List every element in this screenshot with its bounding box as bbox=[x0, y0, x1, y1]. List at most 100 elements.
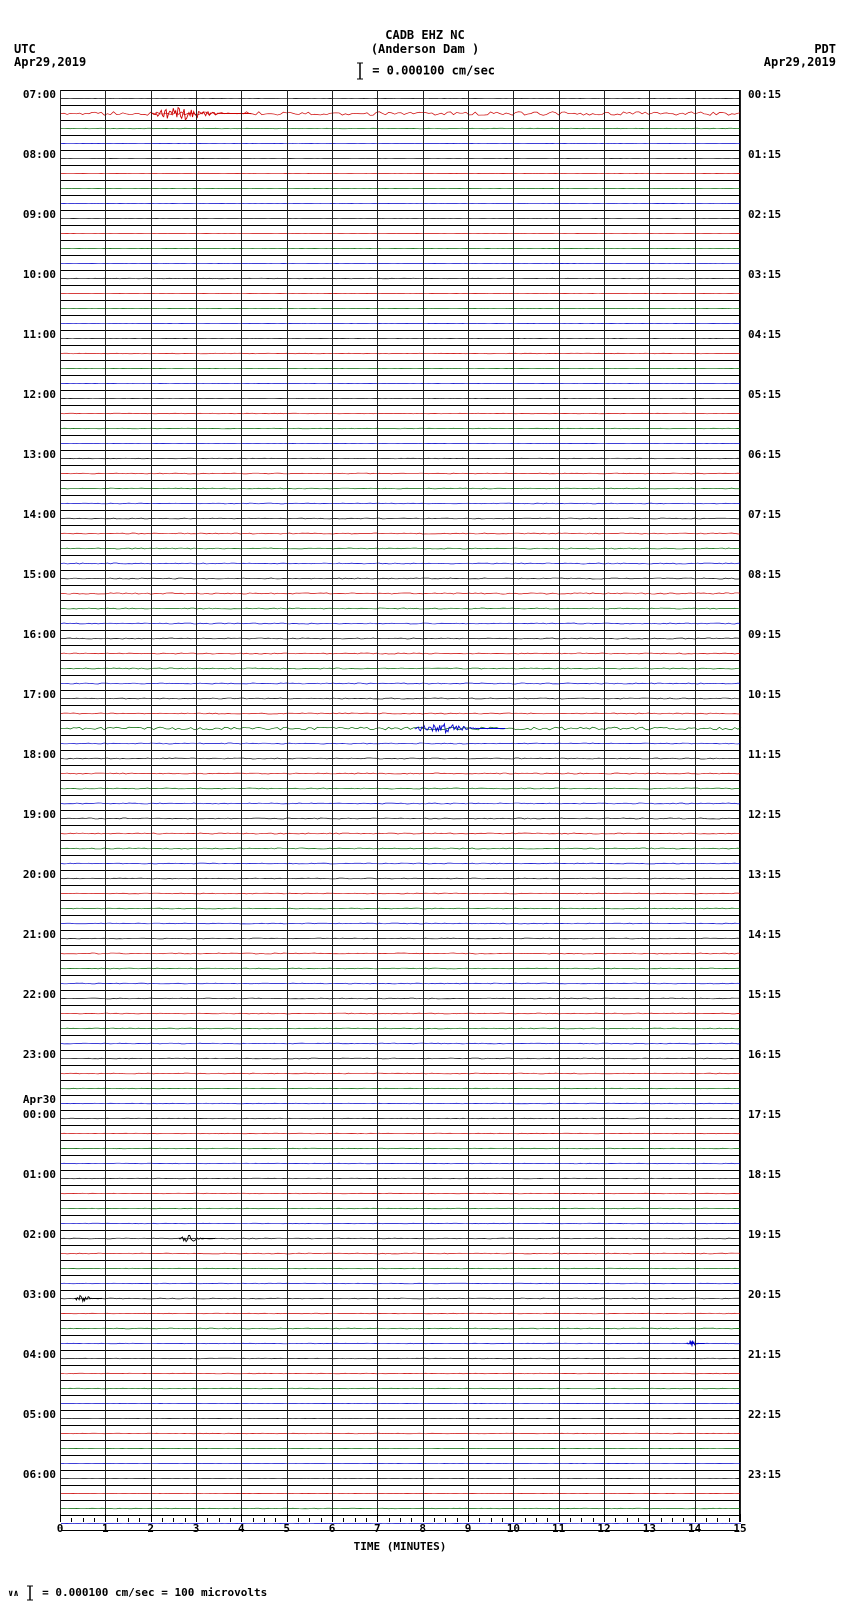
x-tick-mark bbox=[649, 1514, 650, 1522]
utc-time-label: 05:00 bbox=[14, 1408, 56, 1421]
x-minor-tick bbox=[525, 1518, 526, 1522]
utc-time-label: 16:00 bbox=[14, 628, 56, 641]
trace-row bbox=[61, 1021, 739, 1036]
x-minor-tick bbox=[661, 1518, 662, 1522]
trace-row bbox=[61, 1156, 739, 1171]
footer-text: = 0.000100 cm/sec = 100 microvolts bbox=[42, 1586, 267, 1599]
x-minor-tick bbox=[162, 1518, 163, 1522]
x-minor-tick bbox=[94, 1518, 95, 1522]
trace-row bbox=[61, 301, 739, 316]
trace-row bbox=[61, 886, 739, 901]
trace-row bbox=[61, 811, 739, 826]
trace-row bbox=[61, 136, 739, 151]
trace-row bbox=[61, 436, 739, 451]
trace-row bbox=[61, 466, 739, 481]
trace-row bbox=[61, 661, 739, 676]
x-tick-label: 0 bbox=[57, 1522, 64, 1535]
pdt-time-label: 17:15 bbox=[748, 1108, 781, 1121]
trace-row bbox=[61, 751, 739, 766]
pdt-time-label: 09:15 bbox=[748, 628, 781, 641]
pdt-time-label: 02:15 bbox=[748, 208, 781, 221]
trace-row bbox=[61, 676, 739, 691]
x-minor-tick bbox=[207, 1518, 208, 1522]
trace-row bbox=[61, 1291, 739, 1306]
trace-row bbox=[61, 376, 739, 391]
trace-row bbox=[61, 1036, 739, 1051]
x-tick-mark bbox=[241, 1514, 242, 1522]
utc-time-label: 09:00 bbox=[14, 208, 56, 221]
x-minor-tick bbox=[581, 1518, 582, 1522]
utc-time-label: 03:00 bbox=[14, 1288, 56, 1301]
pdt-time-label: 13:15 bbox=[748, 868, 781, 881]
x-minor-tick bbox=[434, 1518, 435, 1522]
trace-row bbox=[61, 406, 739, 421]
station-name: (Anderson Dam ) bbox=[0, 42, 850, 56]
trace-row bbox=[61, 616, 739, 631]
station-code: CADB EHZ NC bbox=[0, 28, 850, 42]
pdt-time-label: 11:15 bbox=[748, 748, 781, 761]
trace-row bbox=[61, 1426, 739, 1441]
trace-row bbox=[61, 421, 739, 436]
trace-row bbox=[61, 481, 739, 496]
utc-time-label: 23:00 bbox=[14, 1048, 56, 1061]
x-minor-tick bbox=[536, 1518, 537, 1522]
x-minor-tick bbox=[298, 1518, 299, 1522]
trace-row bbox=[61, 1366, 739, 1381]
x-tick-mark bbox=[513, 1514, 514, 1522]
utc-time-label: 07:00 bbox=[14, 88, 56, 101]
x-minor-tick bbox=[309, 1518, 310, 1522]
x-tick-label: 9 bbox=[465, 1522, 472, 1535]
trace-row bbox=[61, 976, 739, 991]
x-minor-tick bbox=[457, 1518, 458, 1522]
trace-row bbox=[61, 646, 739, 661]
x-minor-tick bbox=[275, 1518, 276, 1522]
x-minor-tick bbox=[230, 1518, 231, 1522]
trace-row bbox=[61, 856, 739, 871]
trace-row bbox=[61, 571, 739, 586]
utc-time-label: 13:00 bbox=[14, 448, 56, 461]
utc-time-label: 12:00 bbox=[14, 388, 56, 401]
x-minor-tick bbox=[355, 1518, 356, 1522]
pdt-time-label: 00:15 bbox=[748, 88, 781, 101]
trace-row bbox=[61, 556, 739, 571]
trace-row bbox=[61, 1261, 739, 1276]
x-tick-label: 7 bbox=[374, 1522, 381, 1535]
x-minor-tick bbox=[593, 1518, 594, 1522]
trace-row bbox=[61, 1141, 739, 1156]
pdt-time-label: 20:15 bbox=[748, 1288, 781, 1301]
pdt-time-label: 04:15 bbox=[748, 328, 781, 341]
trace-row bbox=[61, 631, 739, 646]
trace-row bbox=[61, 391, 739, 406]
pdt-time-label: 08:15 bbox=[748, 568, 781, 581]
x-minor-tick bbox=[706, 1518, 707, 1522]
x-tick-label: 11 bbox=[552, 1522, 565, 1535]
x-minor-tick bbox=[627, 1518, 628, 1522]
utc-date: Apr29,2019 bbox=[14, 55, 86, 69]
x-minor-tick bbox=[321, 1518, 322, 1522]
footer-scale: ∨∧ = 0.000100 cm/sec = 100 microvolts bbox=[8, 1585, 267, 1601]
pdt-time-label: 18:15 bbox=[748, 1168, 781, 1181]
pdt-time-label: 12:15 bbox=[748, 808, 781, 821]
x-minor-tick bbox=[139, 1518, 140, 1522]
trace-row bbox=[61, 121, 739, 136]
pdt-time-label: 06:15 bbox=[748, 448, 781, 461]
trace-row bbox=[61, 1081, 739, 1096]
trace-row bbox=[61, 241, 739, 256]
x-minor-tick bbox=[117, 1518, 118, 1522]
x-tick-mark bbox=[604, 1514, 605, 1522]
pdt-time-label: 23:15 bbox=[748, 1468, 781, 1481]
trace-row bbox=[61, 931, 739, 946]
trace-row bbox=[61, 316, 739, 331]
trace-row bbox=[61, 871, 739, 886]
trace-row bbox=[61, 1276, 739, 1291]
trace-row bbox=[61, 1246, 739, 1261]
trace-row bbox=[61, 1216, 739, 1231]
trace-row bbox=[61, 1111, 739, 1126]
x-minor-tick bbox=[672, 1518, 673, 1522]
trace-row bbox=[61, 1471, 739, 1486]
trace-row bbox=[61, 601, 739, 616]
trace-row bbox=[61, 721, 739, 736]
x-tick-label: 14 bbox=[688, 1522, 701, 1535]
trace-row bbox=[61, 1006, 739, 1021]
trace-row bbox=[61, 766, 739, 781]
